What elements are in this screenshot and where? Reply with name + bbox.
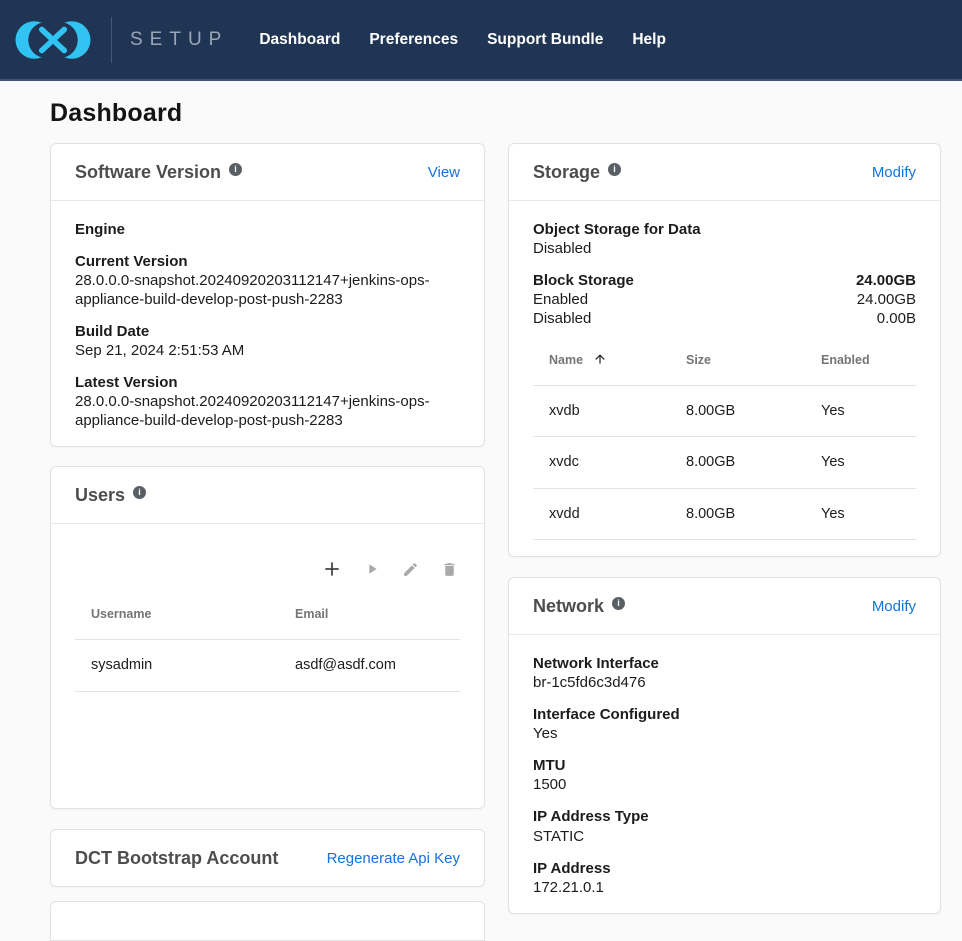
page-title: Dashboard <box>50 99 183 127</box>
device-name-cell: xvdb <box>533 384 670 437</box>
latest-version-field: Latest Version 28.0.0.0-snapshot.2024092… <box>75 374 430 430</box>
ip-address-type-field: IP Address Type STATIC <box>533 808 649 845</box>
block-storage-summary: Block Storage 24.00GB Enabled 24.00GB Di… <box>533 271 916 328</box>
users-title: Users i <box>75 484 147 506</box>
app-header: SETUP Dashboard Preferences Support Bund… <box>0 0 962 81</box>
storage-modify-link[interactable]: Modify <box>871 163 916 181</box>
nav-item-preferences[interactable]: Preferences <box>369 30 459 48</box>
device-enabled-cell: Yes <box>805 436 916 489</box>
network-modify-link[interactable]: Modify <box>871 597 916 615</box>
regenerate-api-key-link[interactable]: Regenerate Api Key <box>326 849 460 867</box>
device-name-cell: xvdd <box>533 487 670 541</box>
users-toolbar <box>75 543 460 583</box>
sort-ascending-icon[interactable] <box>593 352 607 366</box>
play-icon <box>369 564 377 575</box>
info-icon[interactable]: i <box>612 597 626 611</box>
storage-col-enabled[interactable]: Enabled <box>821 352 870 367</box>
partial-card <box>50 901 485 941</box>
info-icon[interactable]: i <box>608 163 622 176</box>
main-nav: Dashboard Preferences Support Bundle Hel… <box>259 31 666 49</box>
nav-item-help[interactable]: Help <box>632 30 666 48</box>
block-storage-total: 24.00GB <box>855 272 916 290</box>
nav-item-support-bundle[interactable]: Support Bundle <box>487 30 604 48</box>
dashboard-page: Dashboard Software Version i View Engine <box>0 81 962 941</box>
block-disabled-value: 0.00B <box>876 310 916 328</box>
users-col-username[interactable]: Username <box>91 607 152 622</box>
storage-col-size[interactable]: Size <box>686 352 712 367</box>
username-cell: sysadmin <box>75 639 279 692</box>
users-card: Users i <box>50 466 485 810</box>
engine-section-label: Engine <box>75 221 126 238</box>
users-col-email[interactable]: Email <box>295 607 329 622</box>
delphix-logo-icon <box>15 20 91 59</box>
network-card: Network i Modify Network Interface br-1c… <box>508 577 941 914</box>
build-date-field: Build Date Sep 21, 2024 2:51:53 AM <box>75 323 245 360</box>
pencil-icon <box>404 563 417 576</box>
device-enabled-cell: Yes <box>805 487 916 541</box>
dct-bootstrap-card: DCT Bootstrap Account Regenerate Api Key <box>50 829 485 888</box>
device-size-cell: 8.00GB <box>670 487 805 541</box>
block-enabled-label: Enabled <box>533 291 589 309</box>
plus-icon <box>325 562 339 577</box>
brand-text: SETUP <box>130 28 229 50</box>
block-disabled-label: Disabled <box>533 310 592 328</box>
software-version-title: Software Version i <box>75 161 243 183</box>
view-link[interactable]: View <box>427 163 460 181</box>
mtu-field: MTU 1500 <box>533 757 567 794</box>
device-name-cell: xvdc <box>533 436 670 489</box>
device-size-cell: 8.00GB <box>670 436 805 489</box>
table-row: xvdd 8.00GB Yes <box>533 487 916 541</box>
info-icon[interactable]: i <box>229 163 243 176</box>
storage-col-name[interactable]: Name <box>533 338 670 385</box>
delete-user-button[interactable] <box>441 561 458 578</box>
storage-card: Storage i Modify Object Storage for Data… <box>508 143 941 558</box>
block-storage-label: Block Storage <box>533 272 634 290</box>
info-icon[interactable]: i <box>133 486 147 500</box>
device-size-cell: 8.00GB <box>670 384 805 437</box>
device-enabled-cell: Yes <box>805 384 916 437</box>
brand-divider <box>111 16 112 63</box>
trash-icon <box>444 563 455 576</box>
object-storage-field: Object Storage for Data Disabled <box>533 221 701 258</box>
network-interface-field: Network Interface br-1c5fd6c3d476 <box>533 655 659 692</box>
storage-devices-table: Name Size Enabled xvdb 8.00GB <box>533 338 916 541</box>
ip-address-field: IP Address 172.21.0.1 <box>533 859 611 896</box>
delphix-logo <box>14 13 92 67</box>
storage-title: Storage i <box>533 161 622 183</box>
users-table: Username Email sysadmin asdf@asdf.com <box>75 593 460 692</box>
edit-user-button[interactable] <box>402 561 419 578</box>
table-row: xvdc 8.00GB Yes <box>533 436 916 489</box>
nav-item-dashboard[interactable]: Dashboard <box>259 30 341 48</box>
interface-configured-field: Interface Configured Yes <box>533 706 680 743</box>
software-version-card: Software Version i View Engine Current V… <box>50 143 485 448</box>
current-version-field: Current Version 28.0.0.0-snapshot.202409… <box>75 253 430 309</box>
network-title: Network i <box>533 595 626 617</box>
table-row: xvdb 8.00GB Yes <box>533 384 916 437</box>
card-divider <box>51 523 484 525</box>
card-divider <box>509 634 940 636</box>
email-cell: asdf@asdf.com <box>279 639 460 692</box>
table-row[interactable]: sysadmin asdf@asdf.com <box>75 639 460 692</box>
block-enabled-value: 24.00GB <box>856 291 916 309</box>
card-divider <box>51 200 484 201</box>
card-divider <box>509 200 940 201</box>
enable-user-button[interactable] <box>364 561 380 577</box>
dct-bootstrap-title: DCT Bootstrap Account <box>75 848 279 869</box>
add-user-button[interactable] <box>322 559 342 579</box>
